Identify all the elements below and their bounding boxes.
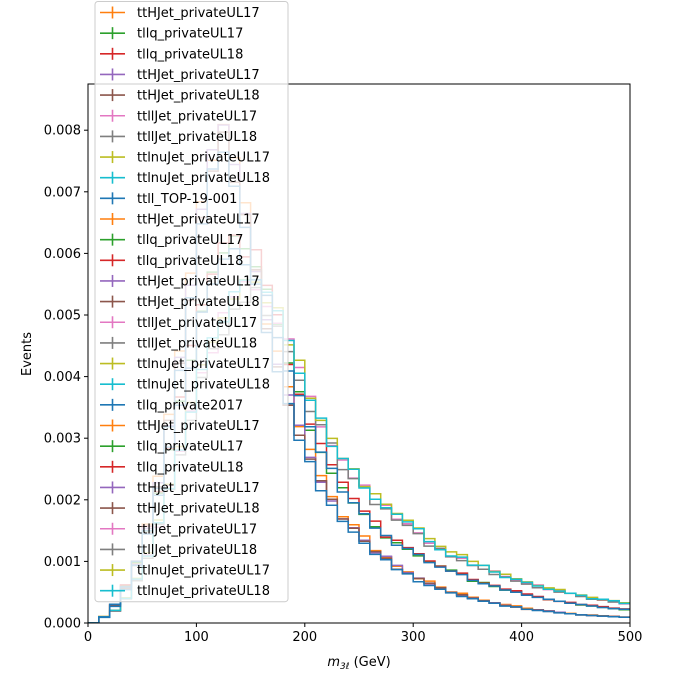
legend-item: ttHJet_privateUL17 <box>100 419 260 434</box>
legend-item: ttllJet_privateUL18 <box>100 543 257 558</box>
legend-label: tllq_privateUL18 <box>137 47 243 62</box>
legend-item: ttHJet_privateUL17 <box>100 68 260 83</box>
legend-label: ttHJet_privateUL18 <box>137 89 260 104</box>
legend-label: ttlnuJet_privateUL18 <box>137 171 270 186</box>
legend: ttHJet_privateUL17 tllq_privateUL17 tllq_p… <box>94 1 289 603</box>
x-tick-label: 400 <box>509 630 534 645</box>
y-tick-label: 0.004 <box>44 370 81 385</box>
legend-label: tllq_private2017 <box>137 398 243 413</box>
legend-label: ttHJet_privateUL17 <box>137 274 260 289</box>
legend-item: ttHJet_privateUL17 <box>100 6 260 21</box>
legend-item: ttlnuJet_privateUL17 <box>100 357 270 372</box>
legend-label: tllq_privateUL17 <box>137 440 243 455</box>
x-tick-label: 200 <box>292 630 317 645</box>
x-axis-label-main: m <box>327 655 340 670</box>
legend-item: ttllJet_privateUL17 <box>100 522 257 537</box>
legend-item: tllq_privateUL17 <box>100 27 243 42</box>
y-tick-label: 0.003 <box>44 432 81 447</box>
x-tick-label: 300 <box>401 630 426 645</box>
legend-item: tllq_privateUL18 <box>100 47 243 62</box>
y-tick-label: 0.002 <box>44 493 81 508</box>
legend-label: ttllJet_privateUL17 <box>137 522 257 537</box>
legend-label: ttHJet_privateUL17 <box>137 213 260 228</box>
legend-item: tllq_privateUL18 <box>100 460 243 475</box>
legend-label: ttHJet_privateUL17 <box>137 6 260 21</box>
legend-label: ttHJet_privateUL17 <box>137 68 260 83</box>
y-tick-label: 0.005 <box>44 309 81 324</box>
y-axis-label: Events <box>20 332 35 376</box>
legend-item: ttlnuJet_privateUL17 <box>100 151 270 166</box>
legend-item: ttlnuJet_privateUL18 <box>100 171 270 186</box>
legend-label: ttlnuJet_privateUL18 <box>137 378 270 393</box>
legend-box <box>94 1 289 603</box>
legend-label: ttllJet_privateUL18 <box>137 336 257 351</box>
legend-item: ttHJet_privateUL17 <box>100 274 260 289</box>
legend-label: ttllJet_privateUL18 <box>137 130 257 145</box>
legend-item: ttHJet_privateUL17 <box>100 481 260 496</box>
plot-frame <box>87 83 631 624</box>
legend-item: ttllJet_privateUL18 <box>100 130 257 145</box>
legend-item: tllq_privateUL17 <box>100 440 243 455</box>
y-axis: 0.000 0.001 0.002 0.003 0.004 0.005 0.006 0.007… <box>44 124 88 632</box>
y-tick-label: 0.007 <box>44 185 81 200</box>
legend-label: ttllJet_privateUL17 <box>137 316 257 331</box>
legend-label: ttllJet_privateUL18 <box>137 543 257 558</box>
y-tick-label: 0.008 <box>44 124 81 139</box>
legend-item: ttHJet_privateUL18 <box>100 295 260 310</box>
legend-label: tllq_privateUL17 <box>137 233 243 248</box>
legend-label: ttlnuJet_privateUL18 <box>137 584 270 599</box>
x-axis-label-sub: 3ℓ <box>340 662 349 672</box>
x-axis: 0 100 200 300 400 500 <box>84 623 643 645</box>
legend-item: ttlnuJet_privateUL17 <box>100 564 270 579</box>
legend-item: ttllJet_privateUL18 <box>100 336 257 351</box>
legend-item: ttlnuJet_privateUL18 <box>100 378 270 393</box>
y-tick-label: 0.001 <box>44 555 81 570</box>
legend-label: ttHJet_privateUL18 <box>137 295 260 310</box>
legend-item: tllq_privateUL17 <box>100 233 243 248</box>
x-tick-label: 100 <box>184 630 209 645</box>
legend-label: ttHJet_privateUL17 <box>137 419 260 434</box>
legend-item: tllq_private2017 <box>100 398 243 413</box>
y-tick-label: 0.006 <box>44 247 81 262</box>
legend-item: ttlnuJet_privateUL18 <box>100 584 270 599</box>
legend-item: ttHJet_privateUL17 <box>100 213 260 228</box>
legend-item: tllq_privateUL18 <box>100 254 243 269</box>
legend-label: tllq_privateUL18 <box>137 254 243 269</box>
legend-label: ttHJet_privateUL17 <box>137 481 260 496</box>
x-axis-label-unit: (GeV) <box>349 655 390 670</box>
legend-label: ttlnuJet_privateUL17 <box>137 151 270 166</box>
legend-label: ttllJet_privateUL17 <box>137 109 257 124</box>
y-tick-label: 0.000 <box>44 617 81 632</box>
legend-label: tllq_privateUL18 <box>137 460 243 475</box>
legend-label: tllq_privateUL17 <box>137 27 243 42</box>
x-tick-label: 500 <box>618 630 643 645</box>
x-axis-label: m3ℓ (GeV) <box>327 655 390 672</box>
legend-item: ttllJet_privateUL17 <box>100 109 257 124</box>
legend-item: ttllJet_privateUL17 <box>100 316 257 331</box>
legend-item: ttHJet_privateUL18 <box>100 89 260 104</box>
legend-label: ttlnuJet_privateUL17 <box>137 564 270 579</box>
legend-label: ttHJet_privateUL18 <box>137 502 260 517</box>
legend-label: ttlnuJet_privateUL17 <box>137 357 270 372</box>
x-tick-label: 0 <box>84 630 92 645</box>
legend-item: ttHJet_privateUL18 <box>100 502 260 517</box>
legend-label: ttll_TOP-19-001 <box>137 192 237 207</box>
legend-item: ttll_TOP-19-001 <box>100 192 237 207</box>
